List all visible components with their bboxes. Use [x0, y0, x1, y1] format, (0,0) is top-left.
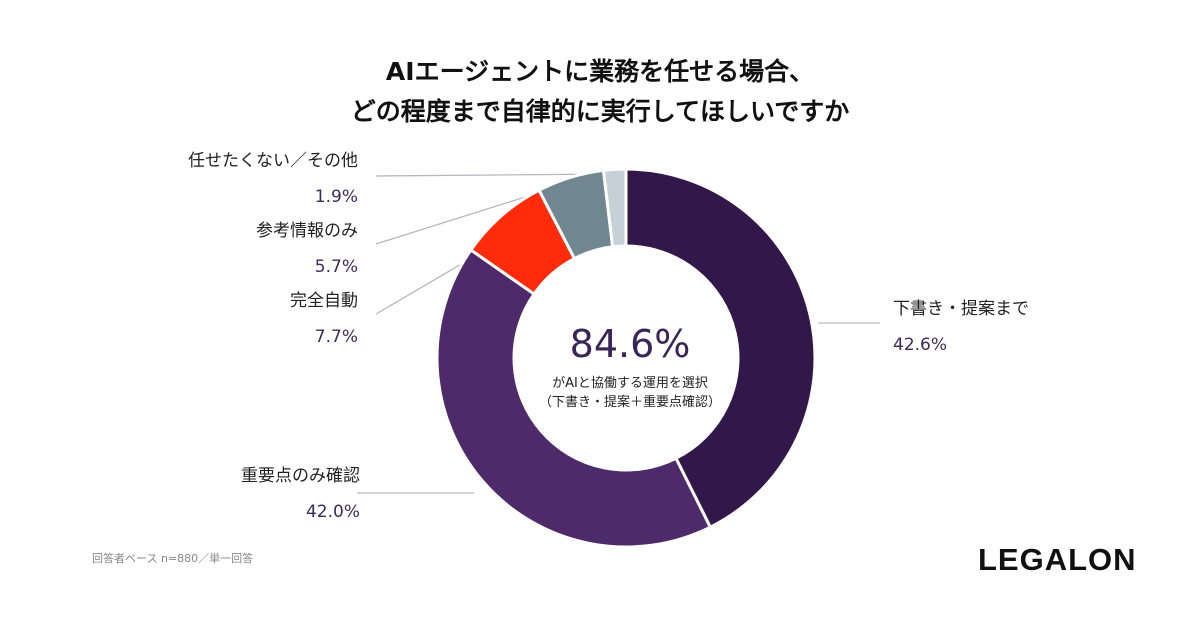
- donut-slices: [435, 167, 817, 549]
- label-value: 42.6%: [893, 335, 948, 355]
- label-value: 1.9%: [314, 187, 358, 207]
- footnote: 回答者ベース n=880／単一回答: [92, 552, 254, 565]
- label-name: 完全自動: [290, 291, 358, 311]
- center-value: 84.6%: [569, 322, 691, 366]
- label-value: 7.7%: [314, 327, 358, 347]
- label-key-points-only: 重要点のみ確認 42.0%: [241, 465, 360, 523]
- center-caption: がAIと協働する運用を選択 （下書き・提案＋重要点確認）: [510, 374, 750, 412]
- label-name: 下書き・提案まで: [893, 299, 1029, 319]
- slice-draft-proposal: [624, 167, 817, 530]
- label-name: 任せたくない／その他: [188, 151, 358, 171]
- slice-no-delegation-other: [601, 167, 628, 249]
- leader-line: [375, 173, 613, 177]
- center-caption-line2: （下書き・提案＋重要点確認）: [538, 395, 721, 410]
- chart-title-line1: AIエージェントに業務を任せる場合、: [385, 57, 815, 86]
- center-caption-line1: がAIと協働する運用を選択: [552, 376, 708, 391]
- brand-logo: LEGALON: [978, 542, 1137, 577]
- slice-key-points-only: [435, 247, 713, 549]
- label-name: 重要点のみ確認: [241, 466, 360, 486]
- label-fully-automatic: 完全自動 7.7%: [290, 290, 358, 348]
- chart-title: AIエージェントに業務を任せる場合、 どの程度まで自律的に実行してほしいですか: [0, 52, 1200, 132]
- label-no-delegation-other: 任せたくない／その他 1.9%: [188, 150, 358, 208]
- label-value: 5.7%: [314, 257, 358, 277]
- label-value: 42.0%: [305, 502, 360, 522]
- chart-title-line2: どの程度まで自律的に実行してほしいですか: [350, 97, 850, 126]
- label-name: 参考情報のみ: [256, 221, 358, 241]
- label-reference-only: 参考情報のみ 5.7%: [256, 220, 358, 278]
- label-draft-proposal: 下書き・提案まで 42.6%: [893, 298, 1029, 356]
